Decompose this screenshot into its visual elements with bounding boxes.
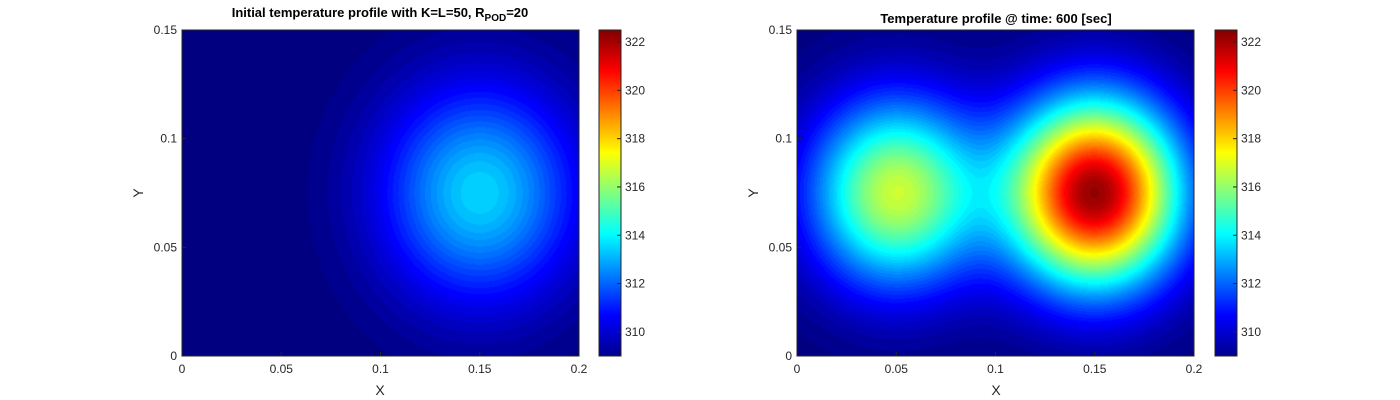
colorbar-frame [1214, 29, 1238, 357]
x-axis-ticks: 0 0.05 0.1 0.15 0.2 [179, 352, 588, 376]
x-axis-label: X [375, 382, 385, 398]
x-tick-label: 0.15 [1083, 362, 1107, 376]
x-tick-label: 0.05 [270, 362, 294, 376]
x-axis-label: X [991, 382, 1001, 398]
colorbar-tick-label: 322 [625, 35, 645, 49]
y-tick-label: 0.05 [769, 240, 793, 254]
colorbar-tick-label: 320 [1241, 83, 1261, 97]
colorbar-tick-label: 310 [625, 325, 645, 339]
colorbar-tick-label: 322 [1241, 35, 1261, 49]
colorbar-tick-label: 318 [1241, 132, 1261, 146]
x-tick-label: 0 [794, 362, 801, 376]
x-tick-label: 0.1 [372, 362, 389, 376]
y-axis-label: Y [745, 188, 761, 198]
colorbar-tick-label: 318 [625, 132, 645, 146]
colorbar-ticks: 310 312 314 316 318 320 322 [617, 35, 645, 339]
colorbar-ticks: 310 312 314 316 318 320 322 [1233, 35, 1261, 339]
y-axis-ticks: 0 0.05 0.1 0.15 [154, 23, 186, 363]
x-tick-label: 0.05 [885, 362, 909, 376]
colorbar-frame [598, 29, 622, 357]
colorbar [1215, 30, 1237, 356]
colorbar-tick-label: 316 [625, 180, 645, 194]
y-tick-label: 0 [170, 349, 177, 363]
x-tick-label: 0.1 [987, 362, 1004, 376]
heatmap-plot-area [797, 30, 1194, 356]
colorbar-tick-label: 320 [625, 83, 645, 97]
colorbar-tick-label: 312 [625, 277, 645, 291]
colorbar-tick-label: 312 [1241, 277, 1261, 291]
heatmap-panel-initial: Initial temperature profile with K=L=50,… [130, 5, 645, 398]
y-tick-label: 0.1 [160, 132, 177, 146]
y-tick-label: 0.15 [154, 23, 178, 37]
x-axis-ticks: 0 0.05 0.1 0.15 0.2 [794, 352, 1203, 376]
chart-title: Temperature profile @ time: 600 [sec] [880, 11, 1111, 26]
x-tick-label: 0.2 [571, 362, 588, 376]
chart-title: Initial temperature profile with K=L=50,… [232, 5, 529, 24]
y-tick-label: 0.15 [769, 23, 793, 37]
y-tick-label: 0.05 [154, 240, 178, 254]
colorbar-tick-label: 310 [1241, 325, 1261, 339]
heatmap-plot-area [182, 30, 579, 356]
x-tick-label: 0 [179, 362, 186, 376]
colorbar-tick-label: 314 [1241, 228, 1261, 242]
y-axis-ticks: 0 0.05 0.1 0.15 [769, 23, 801, 363]
y-tick-label: 0.1 [775, 132, 792, 146]
x-tick-label: 0.2 [1186, 362, 1203, 376]
y-tick-label: 0 [785, 349, 792, 363]
colorbar-tick-label: 316 [1241, 180, 1261, 194]
x-tick-label: 0.15 [468, 362, 492, 376]
colorbar [599, 30, 621, 356]
y-axis-label: Y [130, 188, 146, 198]
colorbar-tick-label: 314 [625, 228, 645, 242]
